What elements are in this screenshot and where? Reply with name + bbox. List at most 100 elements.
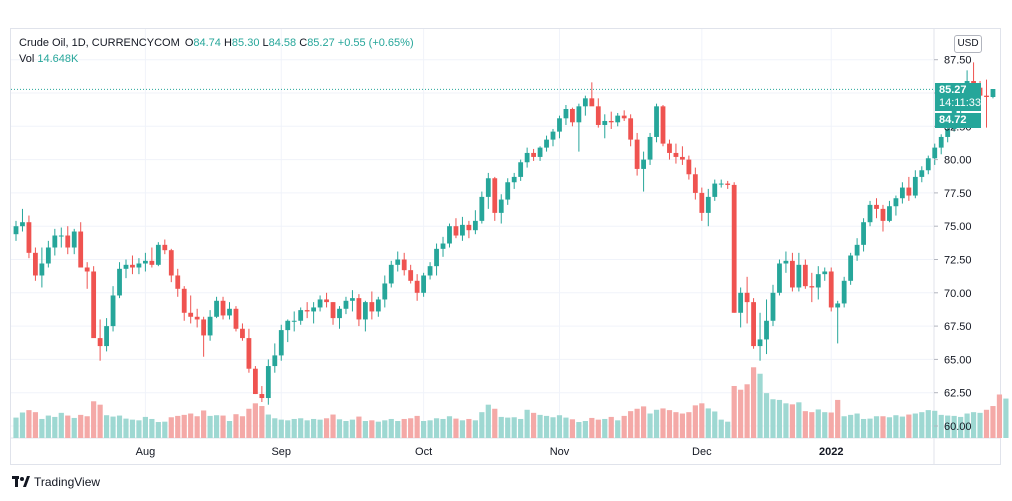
last-price-value: 85.27 — [939, 84, 967, 96]
volume-bar — [382, 420, 388, 438]
volume-bar — [621, 415, 627, 438]
candle-body — [731, 184, 737, 313]
candle-body — [304, 310, 310, 312]
volume-bar — [201, 410, 207, 438]
volume-bar — [129, 419, 136, 438]
volume-bar — [207, 415, 213, 438]
candle-body — [518, 162, 524, 177]
volume-bar — [356, 416, 362, 438]
volume-bar — [634, 408, 640, 438]
volume-bar — [45, 415, 51, 438]
candle-body — [589, 98, 595, 107]
volume-bar — [679, 413, 686, 438]
candle-body — [104, 326, 109, 347]
candle-body — [919, 170, 925, 177]
candle-body — [925, 158, 931, 171]
y-tick-label: 67.50 — [944, 321, 972, 333]
candle-body — [175, 275, 181, 289]
currency-button[interactable]: USD — [954, 35, 982, 53]
volume-bar — [466, 418, 472, 438]
y-tick-label: 60.00 — [944, 421, 972, 433]
volume-bar — [136, 420, 142, 438]
volume-bar — [796, 402, 802, 438]
volume-bar — [323, 418, 330, 438]
candle-body — [472, 220, 478, 231]
volume-bar — [899, 416, 905, 438]
volume-bar — [427, 420, 433, 438]
volume-bar — [582, 421, 588, 438]
candle-body — [945, 128, 951, 137]
volume-bar — [686, 412, 692, 438]
volume-bar — [945, 415, 951, 438]
candle-body — [815, 274, 821, 288]
candle-body — [990, 89, 996, 97]
volume-bar — [958, 416, 964, 438]
volume-bar — [531, 412, 537, 438]
volume-bar — [576, 422, 582, 438]
volume-bar — [919, 412, 925, 438]
x-tick-label: Oct — [415, 446, 432, 458]
volume-bar — [602, 418, 608, 438]
candle-body — [440, 243, 446, 249]
volume-bar — [789, 404, 795, 438]
candle-body — [757, 339, 763, 347]
volume-bar — [317, 419, 323, 438]
candle-body — [570, 108, 575, 123]
volume-bar — [731, 385, 737, 438]
volume-bar — [233, 414, 239, 438]
volume-bar — [78, 414, 84, 438]
volume-bar — [440, 418, 446, 438]
volume-bar — [518, 418, 524, 438]
chart-frame — [10, 28, 1001, 465]
volume-bar — [524, 409, 530, 438]
candle-body — [143, 260, 148, 264]
candle-body — [460, 224, 465, 236]
candle-body — [453, 226, 459, 236]
candle-body — [194, 316, 200, 320]
volume-bar — [58, 412, 64, 438]
volume-bar — [304, 420, 310, 438]
grid-lines — [11, 29, 1000, 464]
tradingview-logo[interactable]: TradingView — [12, 475, 100, 489]
volume-row: Vol 14.648K — [19, 51, 414, 67]
countdown-timer: 14:11:33 — [939, 97, 982, 109]
volume-bar — [886, 417, 893, 438]
volume-bar — [336, 419, 343, 438]
volume-bar — [401, 418, 407, 438]
candle-body — [544, 139, 549, 148]
volume-bar — [39, 418, 45, 438]
candle-body — [356, 298, 362, 320]
y-tick-label: 72.50 — [944, 255, 972, 267]
volume-bar — [802, 411, 808, 438]
volume-bar — [615, 420, 621, 438]
candle-body — [343, 300, 349, 309]
volume-bar — [867, 418, 873, 438]
y-tick-label: 87.50 — [944, 55, 972, 67]
candle-body — [414, 280, 420, 293]
low-value: 84.58 — [268, 37, 297, 49]
candle-body — [912, 176, 918, 196]
volume-bar — [103, 415, 110, 438]
volume-bar — [666, 410, 673, 438]
volume-bar — [32, 412, 39, 438]
volume-bar — [932, 410, 938, 438]
candle-body — [563, 108, 569, 119]
candle-body — [595, 106, 601, 125]
candle-body — [298, 310, 304, 321]
candle-body — [227, 308, 232, 316]
volume-bar — [964, 413, 970, 438]
volume-bar — [744, 384, 750, 438]
candle-body — [149, 260, 155, 265]
candle-body — [330, 302, 336, 319]
candle-body — [725, 183, 731, 185]
symbol-title[interactable]: Crude Oil, 1D, CURRENCYCOM — [19, 37, 180, 49]
volume-bar — [809, 412, 815, 438]
volume-bar — [511, 417, 517, 438]
open-label: O — [184, 37, 194, 49]
volume-bar — [783, 403, 789, 438]
candle-body — [421, 275, 427, 293]
candle-body — [434, 248, 439, 267]
candle-body — [395, 259, 401, 265]
volume-bar — [906, 414, 912, 438]
